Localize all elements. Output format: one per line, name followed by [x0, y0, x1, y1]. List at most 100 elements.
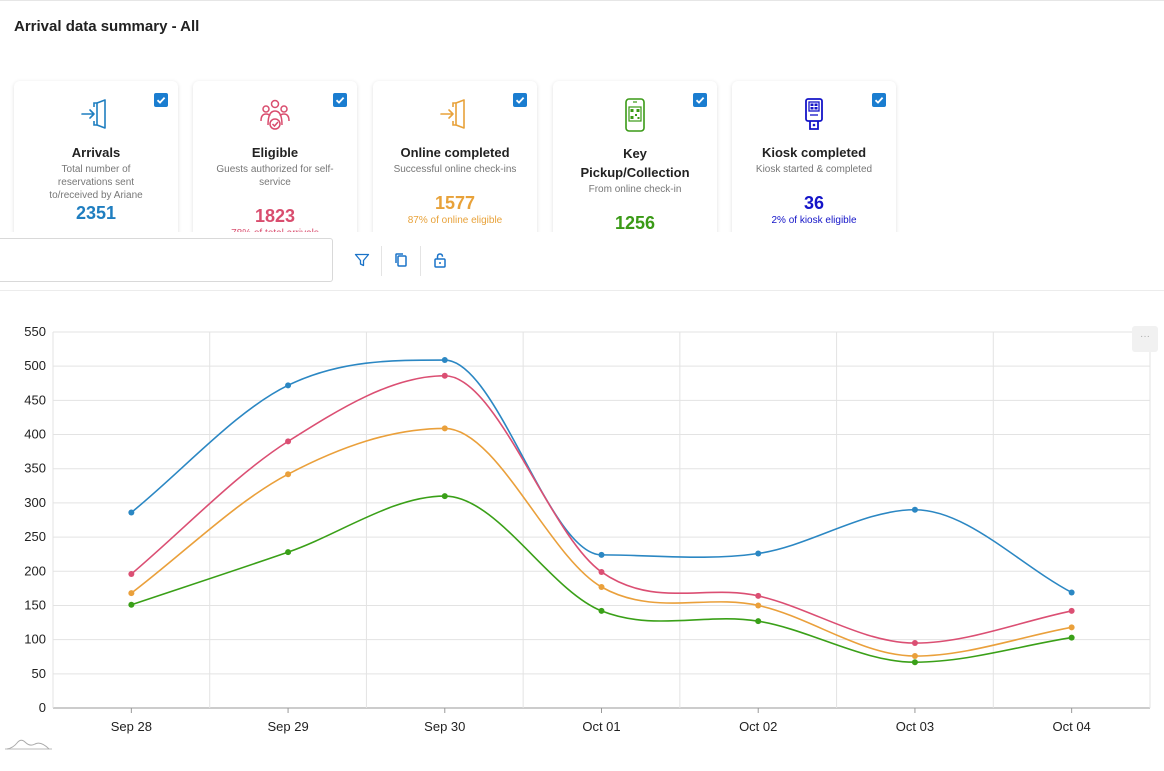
x-tick-label: Oct 04 — [1052, 719, 1090, 734]
kiosk-icon — [796, 97, 832, 133]
filter-search-input[interactable] — [0, 238, 333, 282]
chart-menu-button[interactable]: ··· — [1132, 326, 1158, 352]
card-checkbox[interactable] — [154, 93, 168, 107]
data-point — [911, 653, 918, 660]
card-value: 1823 — [254, 206, 296, 226]
check-icon — [515, 96, 525, 104]
y-tick-label: 50 — [32, 666, 46, 681]
check-icon — [695, 96, 705, 104]
y-tick-label: 300 — [24, 495, 46, 510]
summary-card-key: Key Pickup/Collection From online check-in… — [553, 81, 717, 233]
data-point — [1068, 589, 1075, 596]
y-tick-label: 400 — [24, 427, 46, 442]
data-point — [285, 382, 292, 389]
data-point — [911, 659, 918, 666]
series-line-4 — [131, 495, 1072, 663]
lock-button[interactable] — [425, 245, 455, 275]
x-tick-label: Oct 02 — [739, 719, 777, 734]
card-subtext: 2% of kiosk eligible — [771, 215, 857, 226]
summary-card-arrivals: Arrivals Total number of reservations sen… — [14, 81, 178, 233]
y-tick-label: 150 — [24, 597, 46, 612]
card-value: 1256 — [614, 213, 656, 233]
phone-qr-icon — [617, 97, 653, 133]
data-point — [128, 571, 135, 578]
data-point — [598, 568, 605, 575]
card-value: 1577 — [434, 193, 476, 213]
data-point — [441, 425, 448, 432]
filter-icon — [354, 253, 370, 267]
y-tick-label: 250 — [24, 529, 46, 544]
series-line-3 — [130, 427, 1072, 657]
data-point — [285, 471, 292, 478]
data-point — [598, 551, 605, 558]
card-description: Guests authorized for self-service — [216, 164, 334, 188]
check-icon — [156, 96, 166, 104]
card-description: Successful online check-ins — [393, 164, 517, 175]
check-icon — [874, 96, 884, 104]
data-point — [598, 607, 605, 614]
x-tick-label: Sep 29 — [267, 719, 308, 734]
card-title: Key — [623, 146, 647, 161]
card-title: Online completed — [400, 145, 510, 160]
card-checkbox[interactable] — [872, 93, 886, 107]
data-point — [128, 590, 135, 597]
y-tick-label: 450 — [24, 392, 46, 407]
y-tick-label: 500 — [24, 358, 46, 373]
card-title: Eligible — [251, 145, 299, 160]
card-title-line2: Pickup/Collection — [580, 165, 690, 180]
data-point — [128, 509, 135, 516]
card-value: 2351 — [75, 203, 117, 223]
summary-card-kiosk-completed: Kiosk completed Kiosk started & completed… — [732, 81, 896, 233]
copy-icon — [395, 253, 407, 267]
x-tick-label: Oct 01 — [582, 719, 620, 734]
y-tick-label: 200 — [24, 563, 46, 578]
card-checkbox[interactable] — [693, 93, 707, 107]
card-checkbox[interactable] — [333, 93, 347, 107]
data-point — [911, 506, 918, 513]
card-description: Total number of reservations sent to/rec… — [49, 164, 143, 201]
x-tick-label: Sep 28 — [111, 719, 152, 734]
data-point — [441, 372, 448, 379]
card-subtext: 78% of total arrivals — [199, 228, 351, 233]
data-point — [755, 618, 762, 625]
data-point — [1068, 624, 1075, 631]
x-tick-label: Sep 30 — [424, 719, 465, 734]
y-tick-label: 100 — [24, 632, 46, 647]
summary-card-online-completed: Online completed Successful online check-… — [373, 81, 537, 233]
card-description: Kiosk started & completed — [755, 164, 873, 175]
arrival-summary-panel: Arrival data summary - All Arrivals Total… — [0, 0, 1164, 233]
door-enter-orange-icon — [437, 97, 473, 133]
data-point — [755, 550, 762, 557]
check-icon — [335, 96, 345, 104]
y-tick-label: 550 — [24, 324, 46, 339]
data-point — [285, 549, 292, 556]
card-title: Kiosk completed — [761, 145, 867, 160]
data-point — [128, 601, 135, 608]
card-subtext: 87% of online eligible — [407, 215, 503, 226]
card-description: From online check-in — [588, 184, 682, 195]
y-tick-label: 0 — [39, 700, 46, 715]
card-title: Arrivals — [71, 145, 121, 160]
door-enter-icon — [78, 97, 114, 133]
data-point — [285, 438, 292, 445]
card-checkbox[interactable] — [513, 93, 527, 107]
data-point — [911, 640, 918, 647]
arrivals-line-chart: 0 50 100 150 200 250 300 350 400 450 500 550 Sep 28 S… — [24, 324, 1151, 734]
data-point — [1068, 607, 1075, 614]
data-point — [755, 602, 762, 609]
copy-button[interactable] — [386, 245, 416, 275]
chart-type-icon — [5, 739, 52, 750]
summary-title: Arrival data summary - All — [14, 18, 200, 35]
summary-card-eligible: Eligible Guests authorized for self-servi… — [193, 81, 357, 233]
data-point — [441, 357, 448, 364]
data-point — [755, 592, 762, 599]
data-point — [1068, 634, 1075, 641]
filter-button[interactable] — [347, 245, 377, 275]
y-tick-label: 350 — [24, 461, 46, 476]
data-point — [598, 583, 605, 590]
series-line-2 — [130, 374, 1072, 644]
lock-icon — [434, 253, 446, 268]
people-check-icon — [257, 97, 293, 133]
data-point — [441, 493, 448, 500]
card-value: 36 — [803, 193, 825, 213]
